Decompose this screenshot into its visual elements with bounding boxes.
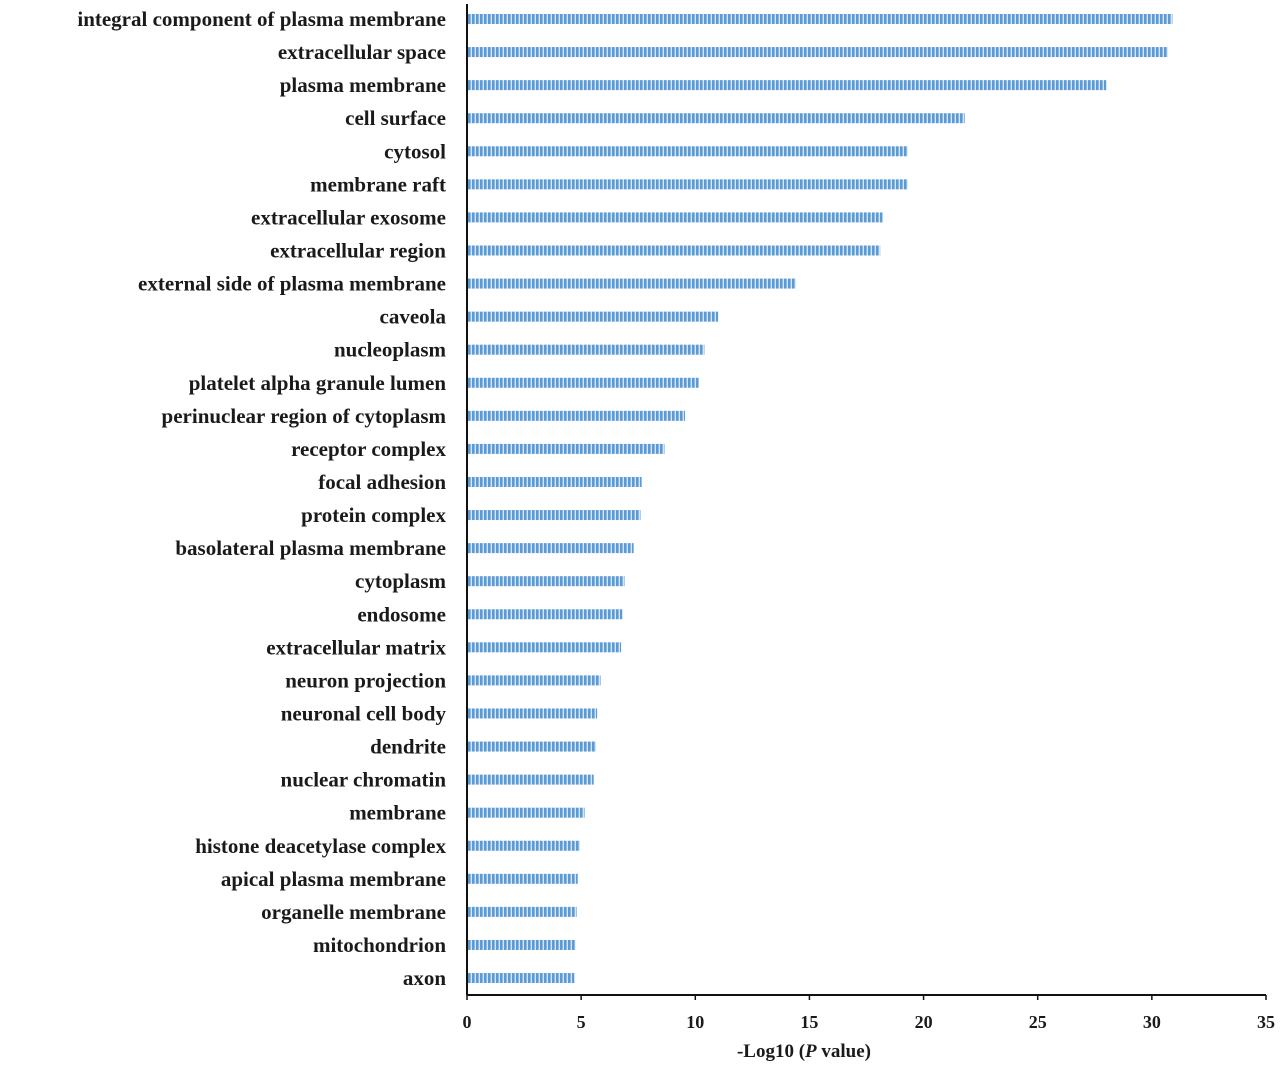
category-label: dendrite <box>370 735 446 759</box>
x-tick-label: 5 <box>577 1012 586 1032</box>
bar <box>468 708 598 719</box>
bar <box>468 510 641 521</box>
bar <box>468 410 686 421</box>
category-label: neuronal cell body <box>281 701 447 725</box>
category-label: organelle membrane <box>261 900 446 924</box>
x-tick-label: 15 <box>800 1012 818 1032</box>
bar <box>468 278 796 289</box>
bar <box>468 443 665 454</box>
category-label: extracellular space <box>278 40 446 64</box>
category-label: caveola <box>380 305 447 329</box>
bar <box>468 576 625 587</box>
category-labels: integral component of plasma membrane ext… <box>77 7 446 990</box>
bar <box>468 377 699 388</box>
bar <box>468 344 705 355</box>
bar <box>468 642 622 653</box>
category-label: apical plasma membrane <box>221 867 446 891</box>
bar <box>468 113 965 124</box>
category-label: neuron projection <box>285 668 446 692</box>
bar <box>468 80 1107 91</box>
bar <box>468 476 642 487</box>
category-label: endosome <box>357 602 446 626</box>
category-label: cell surface <box>345 106 446 130</box>
bar <box>468 840 581 851</box>
category-label: platelet alpha granule lumen <box>189 371 447 395</box>
bar <box>468 675 601 686</box>
category-label: cytoplasm <box>355 569 447 593</box>
bars-layer <box>468 14 1173 984</box>
category-label: mitochondrion <box>313 933 446 957</box>
category-label: extracellular region <box>270 238 446 262</box>
category-label: membrane <box>349 801 446 825</box>
category-label: membrane raft <box>310 172 446 196</box>
category-label: basolateral plasma membrane <box>175 536 446 560</box>
category-label: receptor complex <box>291 437 446 461</box>
bar <box>468 212 883 223</box>
bar <box>468 245 881 256</box>
category-label: nuclear chromatin <box>281 768 447 792</box>
category-label: extracellular matrix <box>266 635 446 659</box>
bar <box>468 543 634 554</box>
category-label: focal adhesion <box>318 470 446 494</box>
category-label: protein complex <box>301 503 446 527</box>
axes: 0 5 10 15 20 25 30 35 <box>463 4 1275 1032</box>
bar <box>468 311 719 322</box>
category-label: extracellular exosome <box>251 205 446 229</box>
category-label: nucleoplasm <box>334 338 447 362</box>
x-tick-label: 10 <box>686 1012 704 1032</box>
category-label: plasma membrane <box>280 73 446 97</box>
bar <box>468 774 594 785</box>
bar <box>468 807 585 818</box>
x-tick-label: 25 <box>1029 1012 1047 1032</box>
category-label: integral component of plasma membrane <box>77 7 446 31</box>
bar <box>468 939 576 950</box>
bar <box>468 609 623 620</box>
x-tick-label: 35 <box>1257 1012 1275 1032</box>
bar <box>468 973 575 984</box>
category-label: histone deacetylase complex <box>195 834 446 858</box>
bar <box>468 179 908 190</box>
bar <box>468 873 578 884</box>
category-label: external side of plasma membrane <box>138 272 446 296</box>
category-label: cytosol <box>384 139 446 163</box>
category-label: perinuclear region of cytoplasm <box>162 404 447 428</box>
bar <box>468 47 1168 58</box>
x-tick-label: 20 <box>915 1012 933 1032</box>
x-axis-title: -Log10 (P value) <box>737 1041 871 1062</box>
x-tick-label: 30 <box>1143 1012 1161 1032</box>
bar <box>468 741 596 752</box>
bar <box>468 146 908 157</box>
bar <box>468 14 1173 24</box>
x-tick-label: 0 <box>463 1012 472 1032</box>
category-label: axon <box>403 966 447 990</box>
bar <box>468 906 577 917</box>
